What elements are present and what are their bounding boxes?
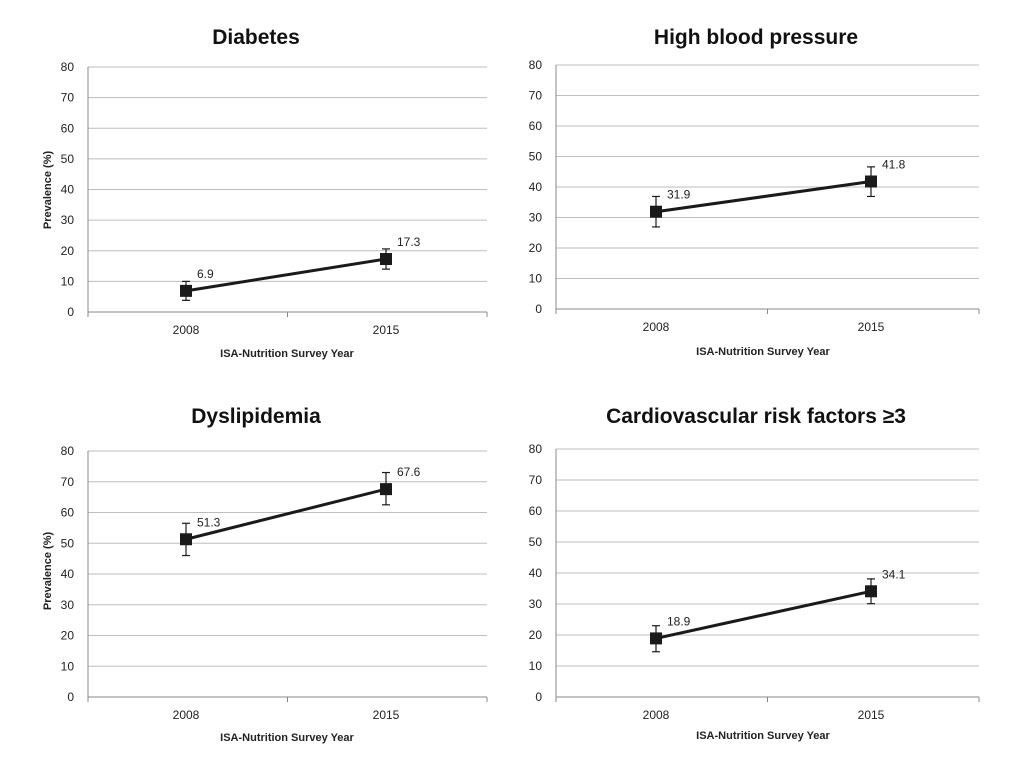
y-tick-label: 80 xyxy=(529,58,543,72)
plot-area: 0 10 20 30 40 50 60 70 80 2008 2015 18.9 34.1 xyxy=(529,442,980,722)
y-tick-label: 60 xyxy=(61,506,75,520)
cardiovascular-risk-factors-chart: Cardiovascular risk factors ≥3 0 10 20 30 40… xyxy=(529,405,980,742)
data-point-marker xyxy=(865,585,877,598)
cardiovascular-risk-factors-chart-panel: Cardiovascular risk factors ≥3 0 10 20 30 40… xyxy=(484,384,996,768)
y-tick-label: 0 xyxy=(535,690,542,704)
y-tick-label: 10 xyxy=(61,659,75,673)
data-label: 31.9 xyxy=(667,188,691,202)
y-tick-label: 20 xyxy=(529,628,543,642)
x-tick-label: 2008 xyxy=(173,708,200,722)
y-tick-label: 60 xyxy=(61,121,75,135)
y-tick-label: 80 xyxy=(61,60,75,74)
y-tick-label: 40 xyxy=(529,180,543,194)
data-label: 34.1 xyxy=(882,567,906,581)
y-tick-label: 60 xyxy=(529,504,543,518)
series-line xyxy=(655,589,872,640)
data-label: 67.6 xyxy=(397,465,421,479)
y-axis-label: Prevalence (%) xyxy=(42,151,54,230)
diabetes-chart-panel: Diabetes 0 10 20 30 40 50 60 70 80 2008 2015 6.9 17.… xyxy=(0,0,512,384)
data-label: 51.3 xyxy=(197,515,221,529)
y-tick-label: 30 xyxy=(61,598,75,612)
y-tick-label: 70 xyxy=(529,473,543,487)
y-tick-label: 50 xyxy=(61,536,75,550)
y-tick-label: 40 xyxy=(61,567,75,581)
data-point-marker xyxy=(650,205,662,218)
high-blood-pressure-chart-panel: High blood pressure 0 10 20 30 40 50 60 70 80 200… xyxy=(484,0,996,384)
series-line xyxy=(185,487,387,541)
data-point-marker xyxy=(650,632,662,645)
plot-area: 0 10 20 30 40 50 60 70 80 2008 2015 51.3 67.6 xyxy=(61,444,488,722)
y-tick-label: 0 xyxy=(67,305,74,319)
x-axis-label: ISA-Nutrition Survey Year xyxy=(220,732,354,744)
x-tick-label: 2008 xyxy=(173,323,200,337)
data-point-marker xyxy=(180,284,192,297)
data-point-marker xyxy=(380,483,392,496)
series-line xyxy=(185,257,387,293)
high-blood-pressure-chart: High blood pressure 0 10 20 30 40 50 60 70 80 200… xyxy=(529,26,980,358)
y-tick-label: 70 xyxy=(529,89,543,103)
x-axis-label: ISA-Nutrition Survey Year xyxy=(696,346,830,358)
data-label: 18.9 xyxy=(667,614,691,628)
x-axis-label: ISA-Nutrition Survey Year xyxy=(220,348,354,360)
y-tick-label: 30 xyxy=(61,213,75,227)
data-point-marker xyxy=(865,175,877,188)
data-label: 17.3 xyxy=(397,235,421,249)
y-tick-label: 20 xyxy=(529,241,543,255)
x-tick-label: 2015 xyxy=(858,708,885,722)
plot-area: 0 10 20 30 40 50 60 70 80 2008 2015 6.9 17.3 xyxy=(61,60,488,337)
y-tick-label: 50 xyxy=(61,152,75,166)
diabetes-chart: Diabetes 0 10 20 30 40 50 60 70 80 2008 2015 6.9 17.… xyxy=(42,26,488,360)
y-tick-label: 70 xyxy=(61,91,75,105)
chart-title: High blood pressure xyxy=(654,26,858,49)
y-tick-label: 20 xyxy=(61,244,75,258)
plot-area: 0 10 20 30 40 50 60 70 80 2008 2015 31.9 41.8 xyxy=(529,58,980,334)
chart-title: Cardiovascular risk factors ≥3 xyxy=(606,405,906,428)
y-tick-label: 70 xyxy=(61,475,75,489)
chart-title: Diabetes xyxy=(212,26,300,49)
x-tick-label: 2015 xyxy=(373,708,400,722)
chart-title: Dyslipidemia xyxy=(191,405,321,428)
series-line xyxy=(655,180,872,214)
y-tick-label: 40 xyxy=(529,566,543,580)
y-tick-label: 30 xyxy=(529,597,543,611)
y-tick-label: 10 xyxy=(529,659,543,673)
y-tick-label: 20 xyxy=(61,629,75,643)
y-tick-label: 80 xyxy=(529,442,543,456)
y-tick-label: 50 xyxy=(529,535,543,549)
x-axis-label: ISA-Nutrition Survey Year xyxy=(696,730,830,742)
data-label: 41.8 xyxy=(882,158,906,172)
y-tick-label: 0 xyxy=(535,302,542,316)
x-tick-label: 2008 xyxy=(643,708,670,722)
data-point-marker xyxy=(380,253,392,266)
y-tick-label: 40 xyxy=(61,183,75,197)
x-tick-label: 2008 xyxy=(643,320,670,334)
y-tick-label: 80 xyxy=(61,444,75,458)
y-tick-label: 0 xyxy=(67,690,74,704)
y-tick-label: 60 xyxy=(529,119,543,133)
x-tick-label: 2015 xyxy=(858,320,885,334)
data-point-marker xyxy=(180,533,192,546)
dyslipidemia-chart-panel: Dyslipidemia 0 10 20 30 40 50 60 70 80 2008 2015 51… xyxy=(0,384,512,768)
y-tick-label: 10 xyxy=(61,274,75,288)
y-tick-label: 10 xyxy=(529,272,543,286)
data-label: 6.9 xyxy=(197,267,214,281)
dyslipidemia-chart: Dyslipidemia 0 10 20 30 40 50 60 70 80 2008 2015 51… xyxy=(42,405,488,744)
y-axis-label: Prevalence (%) xyxy=(42,532,54,611)
x-tick-label: 2015 xyxy=(373,323,400,337)
y-tick-label: 50 xyxy=(529,150,543,164)
y-tick-label: 30 xyxy=(529,211,543,225)
